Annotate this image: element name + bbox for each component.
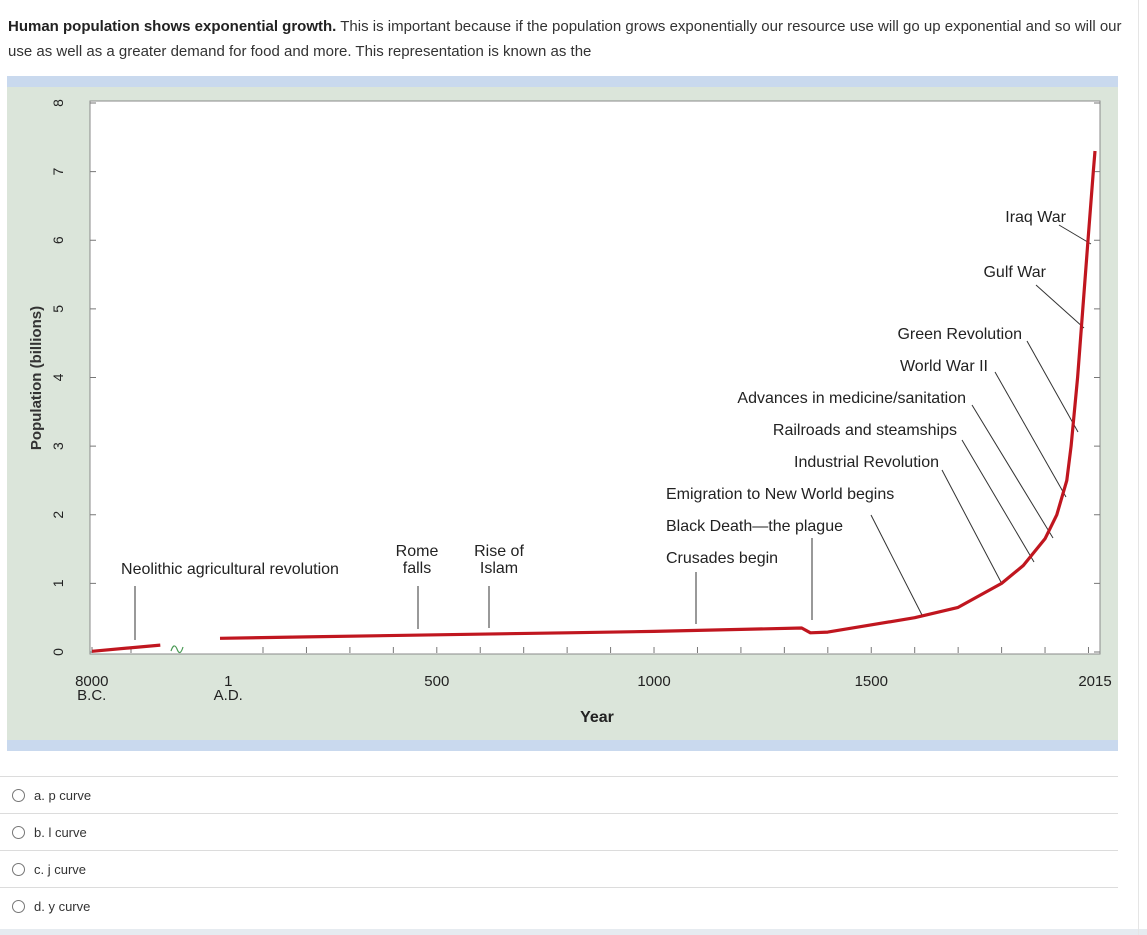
x-tick-label-bc-line: B.C. bbox=[77, 687, 106, 704]
y-tick-label: 7 bbox=[50, 168, 66, 176]
annotation-rome-line: falls bbox=[403, 560, 431, 577]
right-divider bbox=[1138, 0, 1139, 935]
annotation-labels: Neolithic agricultural revolution Rome fal… bbox=[121, 209, 1067, 578]
question-bold: Human population shows exponential growt… bbox=[8, 18, 337, 35]
radio-icon[interactable] bbox=[12, 899, 25, 913]
annotation-leader-railroads bbox=[961, 439, 1035, 563]
annotation-emigration: Emigration to New World begins bbox=[666, 486, 894, 503]
annotation-islam-line: Islam bbox=[480, 560, 518, 577]
annotation-neolithic-line: Neolithic agricultural revolution bbox=[121, 561, 339, 578]
y-tick-label: 8 bbox=[50, 99, 66, 107]
annotation-medicine: Advances in medicine/sanitation bbox=[737, 390, 966, 407]
axis-break-marker bbox=[170, 645, 184, 654]
annotation-crusades: Crusades begin bbox=[666, 550, 778, 567]
y-tick-labels: 0 1 2 3 4 5 6 7 8 bbox=[50, 99, 66, 656]
annotation-islam: Rise of Islam bbox=[474, 543, 524, 577]
plot-area bbox=[89, 100, 1101, 655]
x-tick-label-y1000: 1000 bbox=[637, 673, 670, 690]
option-b[interactable]: b. l curve bbox=[0, 813, 1118, 850]
x-tick-label-bc: 8000 B.C. bbox=[75, 673, 108, 704]
population-line bbox=[219, 150, 1097, 640]
x-tick-label-y1500: 1500 bbox=[855, 673, 888, 690]
annotation-neolithic: Neolithic agricultural revolution bbox=[121, 561, 339, 578]
annotation-iraq-line: Iraq War bbox=[1005, 209, 1066, 226]
radio-icon[interactable] bbox=[12, 862, 25, 876]
annotation-ww2-line: World War II bbox=[900, 358, 988, 375]
annotation-medicine-line: Advances in medicine/sanitation bbox=[737, 390, 966, 407]
x-tick-labels: 8000 B.C. 1 A.D. 500 1000 1500 2015 bbox=[75, 673, 1112, 704]
annotation-railroads-line: Railroads and steamships bbox=[773, 422, 957, 439]
annotation-leader-industrial bbox=[941, 469, 1003, 585]
x-tick-label-ad-line: A.D. bbox=[214, 687, 243, 704]
x-tick-label-ad: 1 A.D. bbox=[214, 673, 243, 704]
annotation-leader-medicine bbox=[971, 404, 1054, 539]
option-d[interactable]: d. y curve bbox=[0, 887, 1118, 924]
option-label: d. y curve bbox=[34, 898, 91, 914]
y-tick-label: 5 bbox=[50, 305, 66, 313]
question-text: Human population shows exponential growt… bbox=[8, 14, 1128, 64]
option-label: a. p curve bbox=[34, 787, 92, 803]
annotation-gulf-line: Gulf War bbox=[983, 264, 1046, 281]
x-tick-label-y500: 500 bbox=[424, 673, 449, 690]
annotation-railroads: Railroads and steamships bbox=[773, 422, 957, 439]
annotation-gulf: Gulf War bbox=[983, 264, 1046, 281]
annotation-green: Green Revolution bbox=[897, 326, 1022, 343]
y-tick-label: 0 bbox=[50, 648, 66, 656]
annotation-iraq: Iraq War bbox=[1005, 209, 1066, 226]
y-tick-label: 3 bbox=[50, 442, 66, 450]
question-body: This is important because if the populat… bbox=[8, 18, 1122, 60]
annotation-leader-iraq bbox=[1058, 224, 1092, 245]
radio-icon[interactable] bbox=[12, 825, 25, 839]
annotation-islam-line: Rise of bbox=[474, 543, 524, 560]
annotation-leader-ww2 bbox=[994, 371, 1067, 498]
annotation-rome-line: Rome bbox=[396, 543, 439, 560]
bottom-scrollbar[interactable] bbox=[0, 929, 1147, 935]
annotation-industrial-line: Industrial Revolution bbox=[794, 454, 939, 471]
option-label: c. j curve bbox=[34, 861, 87, 877]
annotation-black_death-line: Black Death—the plague bbox=[666, 518, 843, 535]
annotation-ww2: World War II bbox=[900, 358, 988, 375]
x-axis-label: Year bbox=[580, 709, 614, 726]
y-axis-label: Population (billions) bbox=[28, 306, 45, 450]
figure-bottom-band bbox=[7, 740, 1118, 751]
annotation-leader-lines bbox=[134, 224, 1092, 640]
population-line-bc bbox=[91, 643, 161, 653]
x-tick-label-y2015-line: 2015 bbox=[1078, 673, 1111, 690]
annotation-leader-gulf bbox=[1035, 284, 1085, 329]
x-tick-label-y1000-line: 1000 bbox=[637, 673, 670, 690]
radio-icon[interactable] bbox=[12, 788, 25, 802]
x-tick-label-bc-line: 8000 bbox=[75, 673, 108, 690]
answer-options: a. p curve b. l curve c. j curve d. y cu… bbox=[0, 776, 1118, 924]
annotation-green-line: Green Revolution bbox=[897, 326, 1022, 343]
annotation-leader-green bbox=[1026, 340, 1079, 433]
x-tick-label-ad-line: 1 bbox=[224, 673, 232, 690]
option-a[interactable]: a. p curve bbox=[0, 776, 1118, 813]
x-tick-label-y500-line: 500 bbox=[424, 673, 449, 690]
x-tick-label-y1500-line: 1500 bbox=[855, 673, 888, 690]
series-group bbox=[91, 150, 1097, 653]
annotation-black_death: Black Death—the plague bbox=[666, 518, 843, 535]
y-tick-label: 2 bbox=[50, 511, 66, 519]
x-tick-marks bbox=[91, 647, 1089, 653]
annotation-industrial: Industrial Revolution bbox=[794, 454, 939, 471]
figure-top-band bbox=[7, 76, 1118, 87]
y-tick-label: 4 bbox=[50, 373, 66, 381]
option-c[interactable]: c. j curve bbox=[0, 850, 1118, 887]
x-tick-label-y2015: 2015 bbox=[1078, 673, 1111, 690]
y-tick-label: 1 bbox=[50, 579, 66, 587]
annotation-leader-emigration bbox=[870, 514, 923, 616]
annotation-rome: Rome falls bbox=[396, 543, 439, 577]
annotation-crusades-line: Crusades begin bbox=[666, 550, 778, 567]
y-tick-label: 6 bbox=[50, 236, 66, 244]
option-label: b. l curve bbox=[34, 824, 87, 840]
annotation-emigration-line: Emigration to New World begins bbox=[666, 486, 894, 503]
